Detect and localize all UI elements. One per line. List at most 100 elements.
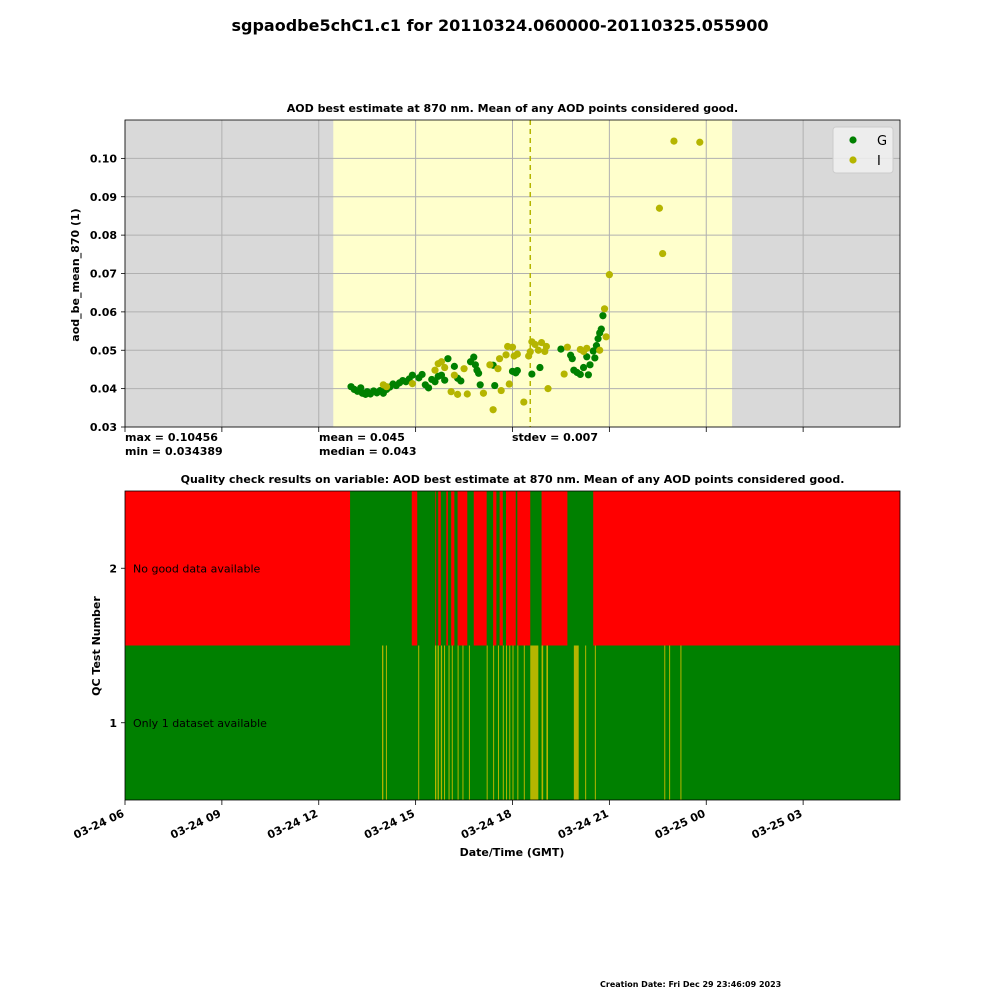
data-point: [497, 386, 505, 395]
qc-segment: [530, 645, 539, 800]
qc-segment: [468, 645, 470, 800]
y-tick-label: 2: [109, 562, 117, 575]
aod-chart-title: AOD best estimate at 870 nm. Mean of any…: [286, 102, 739, 115]
x-tick-label: 03-25 00: [653, 807, 708, 842]
qc-segment: [502, 645, 504, 800]
data-point: [557, 345, 565, 353]
qc-segment: [385, 645, 387, 800]
qc-row-label: No good data available: [133, 562, 261, 575]
data-point: [491, 381, 499, 390]
data-point: [605, 271, 613, 279]
data-point: [408, 371, 416, 379]
legend-marker-I: [849, 156, 857, 164]
data-point: [489, 406, 497, 414]
y-tick-label: 0.03: [90, 421, 117, 434]
data-point: [583, 344, 591, 352]
data-point: [454, 390, 462, 398]
data-point: [513, 366, 521, 375]
data-point: [584, 371, 592, 379]
data-point: [520, 398, 528, 406]
data-point: [599, 312, 607, 320]
x-tick-label: 03-24 09: [168, 807, 223, 842]
x-axis: 03-24 06 03-24 09 03-24 12 03-24 15 03-24 18…: [72, 800, 805, 842]
aod-y-axis-label: aod_be_mean_870 (1): [69, 208, 82, 341]
data-point: [528, 370, 536, 378]
y-tick-label: 0.05: [90, 344, 117, 357]
qc-row-2: [125, 491, 900, 646]
x-tick-label: 03-24 15: [362, 807, 417, 842]
qc-segment: [467, 491, 474, 646]
qc-segment: [669, 645, 671, 800]
qc-segment: [506, 645, 508, 800]
x-tick-label: 03-24 21: [556, 807, 611, 842]
data-point: [589, 347, 597, 355]
y-tick-label: 0.04: [90, 383, 117, 396]
qc-rows: [125, 491, 900, 800]
qc-segment: [444, 645, 446, 800]
data-point: [463, 390, 471, 398]
qc-row-labels: No good data available Only 1 dataset ava…: [133, 562, 267, 730]
qc-segment: [350, 491, 412, 646]
stat-max: max = 0.10456: [125, 431, 218, 444]
data-point: [536, 363, 544, 372]
series-G: [347, 312, 607, 398]
x-tick-label: 03-24 18: [459, 807, 514, 842]
data-point: [486, 361, 494, 369]
data-point: [568, 355, 576, 363]
data-point: [655, 204, 664, 212]
data-point: [505, 380, 513, 388]
data-point: [602, 333, 610, 341]
legend-box: [832, 126, 894, 174]
data-point: [560, 370, 568, 378]
x-tick-label: 03-25 03: [750, 807, 805, 842]
data-point: [424, 384, 433, 392]
data-point: [531, 340, 539, 349]
data-point: [586, 361, 594, 369]
data-point: [437, 358, 446, 366]
data-point: [408, 380, 416, 388]
qc-segment: [546, 645, 549, 800]
data-point: [544, 385, 552, 393]
data-point: [563, 343, 571, 351]
data-point: [583, 353, 591, 361]
qc-segment: [486, 645, 488, 800]
stat-stdev: stdev = 0.007: [512, 431, 598, 444]
data-point: [474, 369, 483, 377]
qc-segment: [418, 645, 420, 800]
data-point: [431, 378, 439, 386]
data-point: [696, 138, 704, 146]
qc-segment: [502, 491, 507, 646]
qc-y-axis-label: QC Test Number: [90, 596, 103, 696]
y-tick-label: 0.06: [90, 306, 117, 319]
data-point: [457, 377, 465, 385]
data-point: [441, 376, 449, 384]
y-tick-label: 0.08: [90, 229, 117, 242]
data-point: [418, 370, 426, 379]
qc-segment: [512, 645, 514, 800]
aod-scatter-chart: 0.03 0.04 0.05 0.06 0.07 0.08 0.09 0.10 aod_be_…: [69, 119, 901, 434]
qc-segment: [585, 645, 587, 800]
y-tick-label: 0.07: [90, 268, 117, 281]
qc-segment: [496, 491, 500, 646]
qc-segment: [541, 645, 544, 800]
data-point: [526, 348, 534, 356]
data-point: [447, 388, 455, 396]
data-point: [476, 381, 484, 389]
qc-segment: [435, 491, 439, 646]
qc-segment: [437, 645, 439, 800]
data-point: [579, 363, 588, 372]
data-point: [534, 346, 542, 354]
data-point: [450, 362, 458, 370]
x-tick-label: 03-24 06: [72, 807, 127, 842]
qc-segment: [594, 645, 596, 800]
qc-segment: [382, 645, 384, 800]
legend: GI: [832, 126, 894, 174]
qc-segment: [567, 491, 594, 646]
x-tick-label: 03-24 12: [265, 807, 320, 842]
legend-label-G: G: [877, 134, 887, 149]
legend-label-I: I: [877, 154, 881, 169]
data-point: [495, 355, 504, 363]
stat-median: median = 0.043: [319, 445, 417, 458]
qc-segment: [440, 491, 447, 646]
main-title: sgpaodbe5chC1.c1 for 20110324.060000-201…: [231, 16, 769, 35]
